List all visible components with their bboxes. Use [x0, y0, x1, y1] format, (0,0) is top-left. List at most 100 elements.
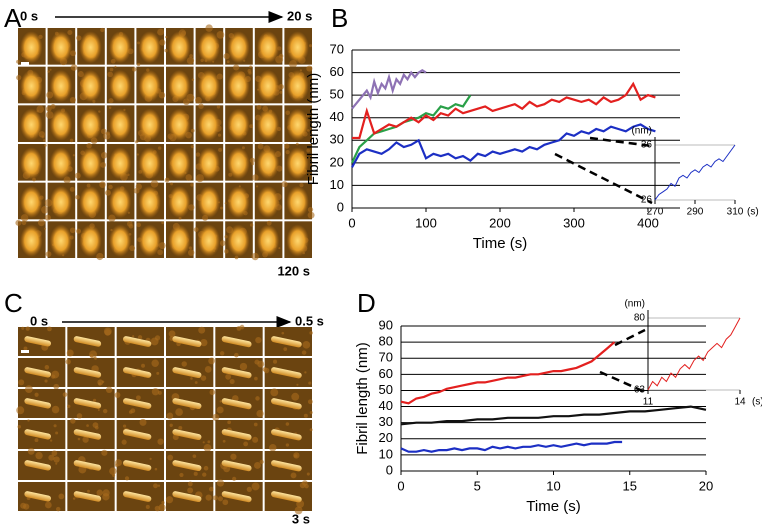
- speckle: [97, 379, 104, 386]
- speckle: [151, 388, 160, 396]
- speckle: [219, 400, 223, 403]
- speckle: [203, 465, 209, 471]
- speckle: [82, 436, 89, 443]
- y-tick-label: 50: [330, 87, 344, 102]
- speckle: [193, 471, 198, 476]
- speckle: [87, 489, 90, 493]
- speckle: [34, 392, 39, 397]
- speckle: [291, 392, 300, 401]
- fibril: [20, 31, 43, 64]
- speckle: [294, 506, 303, 515]
- fibril: [123, 429, 152, 440]
- fibril: [24, 367, 52, 378]
- speckle: [251, 482, 260, 491]
- x-tick-label: 0: [397, 478, 404, 493]
- speckle: [246, 486, 252, 492]
- fibril: [286, 69, 309, 103]
- speckle: [262, 367, 268, 372]
- speckle: [281, 331, 285, 335]
- fibril: [168, 108, 191, 141]
- speckle: [249, 65, 253, 69]
- micrograph-tile: [106, 28, 135, 65]
- x-tick-label: 15: [623, 478, 637, 493]
- speckle: [108, 184, 113, 190]
- speckle: [48, 454, 55, 461]
- fibril: [20, 185, 43, 219]
- fibril: [24, 429, 52, 440]
- speckle: [114, 392, 121, 398]
- micrograph-tile: [103, 105, 135, 142]
- fibril: [271, 491, 302, 503]
- data-line: [654, 144, 736, 201]
- end-label: 20 s: [287, 8, 312, 23]
- y-tick-label: 26: [641, 195, 653, 206]
- micrograph-tile: [77, 66, 105, 104]
- speckle: [190, 145, 194, 149]
- micrograph-tile: [18, 144, 47, 182]
- speckle: [53, 383, 60, 390]
- fibril: [79, 185, 102, 219]
- speckle: [18, 379, 25, 386]
- micrograph-tile: [195, 66, 224, 104]
- speckle: [249, 124, 254, 129]
- micrograph-tile: [75, 181, 106, 220]
- speckle: [307, 399, 313, 405]
- speckle: [223, 465, 231, 473]
- speckle: [164, 48, 168, 53]
- speckle: [49, 68, 52, 71]
- fibril: [227, 185, 250, 219]
- speckle: [301, 350, 307, 355]
- speckle: [166, 412, 174, 420]
- micrograph-tile: [284, 65, 313, 104]
- speckle: [227, 420, 231, 425]
- micrograph-tile: [77, 105, 107, 145]
- fibril: [221, 491, 252, 503]
- fibril: [24, 460, 52, 471]
- speckle: [44, 379, 48, 383]
- speckle: [16, 406, 25, 415]
- panel-letter: B: [331, 3, 348, 33]
- speckle: [219, 351, 225, 356]
- fibril: [24, 491, 52, 502]
- fibril: [79, 69, 102, 103]
- micrograph-tile: [67, 386, 115, 419]
- speckle: [100, 152, 108, 159]
- fibril: [138, 147, 161, 180]
- speckle: [252, 174, 259, 181]
- micrograph-tile: [15, 219, 47, 258]
- speckle: [194, 381, 198, 384]
- x-tick-label: 300: [563, 215, 585, 230]
- speckle: [304, 371, 307, 374]
- speckle: [217, 496, 223, 502]
- speckle: [179, 472, 184, 478]
- speckle: [128, 223, 134, 229]
- speckle: [97, 408, 100, 412]
- fibril: [138, 224, 161, 257]
- fibril: [20, 108, 43, 141]
- speckle: [27, 447, 35, 455]
- speckle: [216, 479, 225, 487]
- fibril: [172, 398, 202, 410]
- speckle: [229, 378, 235, 385]
- fibril: [73, 460, 102, 471]
- speckle: [77, 437, 81, 441]
- speckle: [74, 172, 81, 179]
- speckle: [224, 202, 227, 205]
- fibril: [138, 185, 161, 219]
- speckle: [135, 140, 139, 144]
- speckle: [306, 148, 311, 153]
- speckle: [105, 386, 113, 394]
- speckle: [259, 459, 264, 464]
- speckle: [285, 443, 290, 447]
- speckle: [306, 65, 313, 72]
- speckle: [207, 440, 211, 444]
- fibril: [227, 31, 250, 64]
- micrograph-tile: [76, 221, 105, 261]
- speckle: [192, 454, 197, 459]
- speckle: [157, 484, 161, 487]
- micrograph-tile: [166, 357, 216, 387]
- speckle: [69, 186, 75, 192]
- micrograph-tile: [166, 451, 214, 480]
- speckle: [34, 438, 39, 443]
